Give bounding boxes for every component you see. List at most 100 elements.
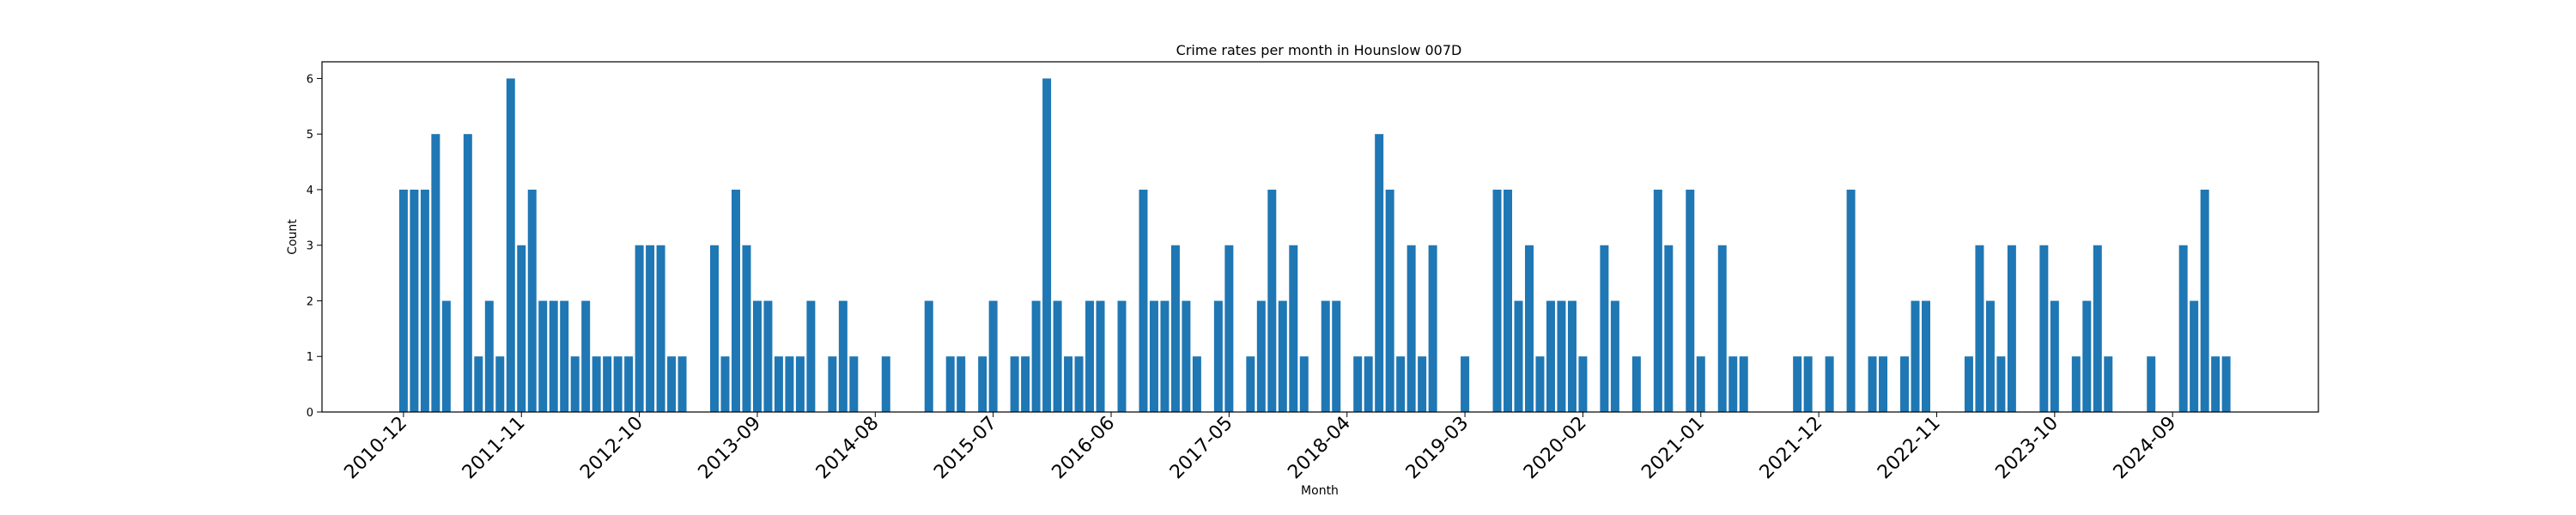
bar — [1600, 245, 1609, 412]
bar — [806, 300, 816, 412]
bar — [1825, 356, 1834, 412]
bar — [828, 356, 837, 412]
x-tick-label: 2024-09 — [2110, 413, 2181, 484]
bar — [463, 134, 472, 412]
bar — [1256, 300, 1266, 412]
bar — [795, 356, 805, 412]
bar — [1064, 356, 1073, 412]
bar — [1224, 245, 1234, 412]
bar — [924, 300, 933, 412]
bar — [431, 134, 440, 412]
bar — [1524, 245, 1534, 412]
bar — [1911, 300, 1920, 412]
x-tick-label: 2021-01 — [1637, 413, 1709, 484]
bar — [1664, 245, 1674, 412]
bar — [849, 356, 859, 412]
bar — [710, 245, 719, 412]
bar — [1546, 300, 1555, 412]
bar — [1418, 356, 1427, 412]
bar — [2093, 245, 2102, 412]
x-tick-label: 2012-10 — [576, 413, 647, 484]
bar — [517, 245, 526, 412]
bar — [1353, 356, 1363, 412]
bar — [763, 300, 773, 412]
bar — [988, 300, 998, 412]
bar — [1653, 189, 1662, 412]
bar — [677, 356, 687, 412]
y-tick-label: 6 — [307, 73, 313, 86]
bar — [635, 245, 644, 412]
bar — [1299, 356, 1309, 412]
bar — [1375, 134, 1384, 412]
x-tick-label: 2011-11 — [459, 413, 530, 484]
bar — [978, 356, 987, 412]
bar — [1192, 356, 1201, 412]
bar — [667, 356, 677, 412]
bar — [1117, 300, 1127, 412]
x-tick-label: 2014-08 — [812, 413, 884, 484]
x-tick-label: 2015-07 — [930, 413, 1001, 484]
bar — [1514, 300, 1523, 412]
x-tick-label: 2019-03 — [1402, 413, 1473, 484]
bar — [656, 245, 665, 412]
bar — [1686, 189, 1695, 412]
x-tick-label: 2023-10 — [1991, 413, 2063, 484]
x-tick-label: 2013-09 — [695, 413, 766, 484]
bar — [1385, 189, 1394, 412]
plot-frame — [321, 61, 2319, 413]
bar — [1267, 189, 1277, 412]
bar — [1717, 245, 1727, 412]
bar — [441, 300, 451, 412]
bar — [1289, 245, 1298, 412]
y-axis-label: Count — [286, 219, 300, 255]
bar — [731, 189, 740, 412]
bar — [581, 300, 591, 412]
bar — [2211, 356, 2221, 412]
bar — [720, 356, 730, 412]
bar — [484, 300, 494, 412]
bar — [624, 356, 634, 412]
bar — [1964, 356, 1973, 412]
bar — [1846, 189, 1856, 412]
bar — [1492, 189, 1502, 412]
x-tick-label: 2010-12 — [340, 413, 411, 484]
bar — [1428, 245, 1437, 412]
bar — [474, 356, 483, 412]
x-axis-ticks: 2010-12 2011-11 2012-10 2013-09 2014-08 2015-… — [340, 412, 2180, 483]
bar — [1396, 356, 1406, 412]
bar — [2039, 245, 2049, 412]
bar — [1053, 300, 1062, 412]
bar — [1021, 356, 1030, 412]
bar — [1182, 300, 1191, 412]
bar — [1042, 78, 1052, 413]
bar — [2104, 356, 2113, 412]
bar — [838, 300, 848, 412]
bar — [1728, 356, 1738, 412]
bar — [2082, 300, 2092, 412]
bar — [1922, 300, 1930, 412]
bar — [1170, 245, 1180, 412]
bar — [538, 300, 548, 412]
bar — [570, 356, 580, 412]
bar — [742, 245, 751, 412]
bar — [2190, 300, 2199, 412]
bar — [1868, 356, 1877, 412]
bar — [1074, 356, 1084, 412]
bar — [592, 356, 601, 412]
bar — [1996, 356, 2006, 412]
bar — [1332, 300, 1341, 412]
x-tick-label: 2021-12 — [1756, 413, 1827, 484]
bar — [603, 356, 612, 412]
bar — [1975, 245, 1984, 412]
bar — [774, 356, 783, 412]
bar — [2178, 245, 2188, 412]
bar — [1610, 300, 1619, 412]
bar — [1739, 356, 1748, 412]
y-tick-label: 5 — [307, 129, 313, 142]
bar — [752, 300, 762, 412]
bar — [785, 356, 794, 412]
bar — [1900, 356, 1910, 412]
bar — [1149, 300, 1158, 412]
bar — [2221, 356, 2231, 412]
bar — [506, 78, 515, 413]
